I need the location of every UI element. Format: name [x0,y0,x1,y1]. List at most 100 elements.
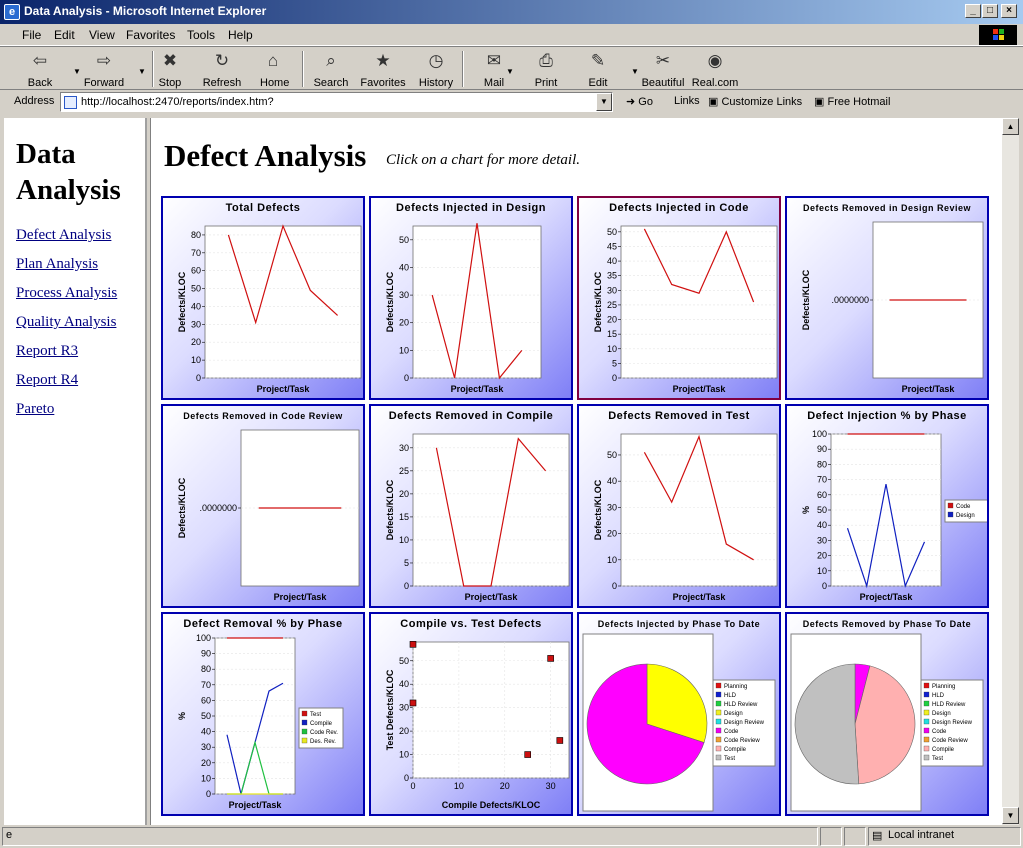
x-axis-label: Project/Task [673,592,727,602]
close-button[interactable]: × [1001,4,1017,18]
menu-help[interactable]: Help [228,28,253,42]
scroll-down-button[interactable]: ▼ [1002,807,1019,824]
stop-button[interactable]: ✖ Stop [157,51,183,89]
y-tick-label: 0 [612,373,617,383]
chart-svg: .0000000 Defects/KLOC Project/Task [801,221,984,394]
chart-svg: Planning HLD HLD Review Design Design Review… [790,633,984,812]
series-line-design [846,484,926,589]
chart-title: Defects Removed in Code Review [183,411,343,421]
beautiful-button[interactable]: ✂ Beautiful [634,51,693,89]
search-button[interactable]: ⌕ Search [312,51,351,89]
home-button[interactable]: ⌂ Home [260,51,289,89]
legend-label: Planning [724,684,747,690]
y-axis-label: % [801,506,811,514]
menu-file[interactable]: File [22,28,42,42]
legend-swatch [923,745,930,752]
maximize-button[interactable]: □ [982,4,998,18]
pie-slice-design [646,663,708,743]
legend-swatch [715,745,722,752]
legend-label: Code Review [724,738,760,744]
chart-defects-injected-code[interactable]: Defects Injected in Code 0 5 10 15 20 25 30 35 40… [577,196,781,400]
history-button[interactable]: ◷ History [413,51,459,89]
address-dropdown-button[interactable]: ▼ [596,93,612,111]
nav-link-process-analysis[interactable]: Process Analysis [16,285,118,301]
toolbar-separator [302,51,304,87]
legend-swatch [923,718,930,725]
y-tick-label: 0 [612,581,617,591]
vertical-scrollbar[interactable]: ▲ ▼ [1002,118,1019,825]
print-button[interactable]: ⎙ Print [530,51,563,89]
nav-link-pareto[interactable]: Pareto [16,401,55,417]
legend-label: Compile [724,747,747,753]
y-tick-label: 40 [191,301,201,311]
back-dropdown-arrow-icon[interactable]: ▼ [73,67,81,76]
free-hotmail-link[interactable]: ▣ Free Hotmail [814,95,890,108]
legend-label: Code [932,729,947,735]
mail-dropdown-arrow-icon[interactable]: ▼ [506,67,514,76]
address-url[interactable]: http://localhost:2470/reports/index.htm? [81,96,274,108]
edit-dropdown-arrow-icon[interactable]: ▼ [631,67,639,76]
nav-link-plan-analysis[interactable]: Plan Analysis [16,256,99,272]
toolbar-button-label: Back [27,77,53,89]
title-bar: e Data Analysis - Microsoft Internet Exp… [0,0,1023,24]
y-axis-label: Defects/KLOC [593,271,603,332]
x-axis-label: Compile Defects/KLOC [442,800,541,810]
chart-svg: 0 10 20 30 40 50 60 70 80 90 100% Project/Task Test C… [177,633,344,810]
chart-legend [944,499,987,523]
nav-link-report-r4[interactable]: Report R4 [16,372,79,388]
scroll-up-button[interactable]: ▲ [1002,118,1019,135]
chart-defects-removed-compile[interactable]: Defects Removed in Compile 0 5 10 15 20 25 30 De… [369,404,573,608]
links-label[interactable]: Links [674,95,700,107]
chart-defects-removed-code-review[interactable]: Defects Removed in Code Review .0000000 De… [161,404,365,608]
x-axis-label: Project/Task [229,800,283,810]
menu-edit[interactable]: Edit [54,28,75,42]
real-com-button[interactable]: ◉ Real.com [689,51,741,89]
legend-label: Code Rev. [310,730,338,736]
menu-favorites[interactable]: Favorites [126,28,176,42]
legend-label: Planning [932,684,955,690]
minimize-button[interactable]: _ [965,4,981,18]
customize-links[interactable]: ▣ Customize Links [708,95,802,108]
chart-defects-injected-design[interactable]: Defects Injected in Design 0 10 20 30 40 50 Def… [369,196,573,400]
chart-defects-removed-design-review[interactable]: Defects Removed in Design Review .0000000… [785,196,989,400]
legend-swatch [715,736,722,743]
chart-total-defects[interactable]: Total Defects 0 10 20 30 40 50 60 70 80 Defects/KL… [161,196,365,400]
forward-dropdown-arrow-icon[interactable]: ▼ [138,67,146,76]
chart-svg: Planning HLD HLD Review Design Design Review… [582,633,776,812]
chart-removed-to-date[interactable]: Defects Removed by Phase To Date Planning… [785,612,989,816]
chart-compile-vs-test[interactable]: Compile vs. Test Defects 0 10 20 30 40 50 Test … [369,612,573,816]
address-input[interactable]: http://localhost:2470/reports/index.htm?… [60,92,613,112]
toolbar-button-label: Favorites [360,77,406,89]
y-tick-label: 70 [191,248,201,258]
legend-swatch [715,727,722,734]
nav-link-defect-analysis[interactable]: Defect Analysis [16,227,112,243]
menu-view[interactable]: View [89,28,115,42]
nav-link-report-r3[interactable]: Report R3 [16,343,79,359]
scissors-icon: ✂ [655,51,671,70]
legend-swatch [715,754,722,761]
legend-label: HLD [724,693,737,699]
chart-defect-injection-pct[interactable]: Defect Injection % by Phase 0 10 20 30 40 50 60… [785,404,989,608]
go-button[interactable]: ➜ Go [626,95,653,108]
nav-frame: Data Analysis Defect Analysis Plan Analy… [4,118,147,825]
chart-injected-to-date[interactable]: Defects Injected by Phase To Date Plannin… [577,612,781,816]
nav-link-quality-analysis[interactable]: Quality Analysis [16,314,117,330]
chart-defects-removed-test[interactable]: Defects Removed in Test 0 10 20 30 40 50 Defect… [577,404,781,608]
edit-button[interactable]: ✎ Edit [585,51,611,89]
status-bar: e ▤ Local intranet [0,825,1023,848]
chart-title: Defects Injected in Design [396,202,546,214]
refresh-button[interactable]: ↻ Refresh [199,51,245,89]
back-button[interactable]: ⇦ Back [27,51,53,89]
mail-button[interactable]: ✉ Mail [481,51,507,89]
legend-label: Test [932,756,943,762]
edit-icon: ✎ [590,51,606,70]
y-tick-label: 10 [817,566,827,576]
y-tick-label: 50 [607,227,617,237]
chart-title: Defects Injected by Phase To Date [597,619,761,629]
chart-defect-removal-pct[interactable]: Defect Removal % by Phase 0 10 20 30 40 50 60 70… [161,612,365,816]
y-tick-label: 5 [404,558,409,568]
menu-tools[interactable]: Tools [187,28,216,42]
favorites-button[interactable]: ★ Favorites [354,51,413,89]
forward-button[interactable]: ⇨ Forward [81,51,127,89]
legend-label: HLD [932,693,945,699]
